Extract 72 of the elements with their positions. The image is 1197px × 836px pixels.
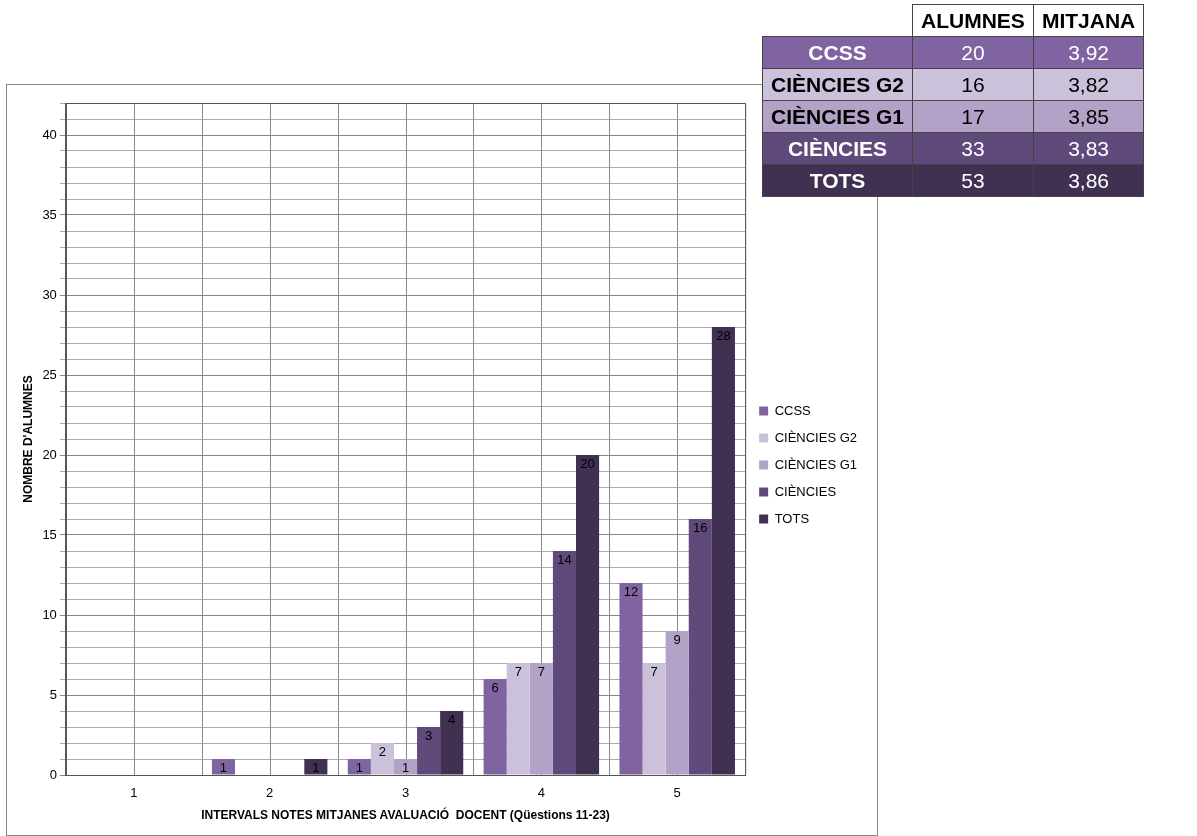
- x-tick-label: 1: [130, 785, 138, 801]
- bar: [440, 711, 464, 775]
- bar: [552, 551, 576, 775]
- x-axis-title: INTERVALS NOTES MITJANES AVALUACIÓ DOCENT (Qüestions 11-23): [201, 807, 610, 823]
- data-label: 1: [355, 760, 363, 776]
- data-label: 3,85: [1033, 100, 1144, 133]
- data-label: 12: [623, 584, 639, 600]
- bar: [642, 663, 666, 775]
- data-label: 1: [219, 760, 228, 776]
- legend-label: TOTS: [774, 510, 810, 526]
- y-tick-label: 30: [42, 286, 57, 302]
- bar: [304, 759, 328, 775]
- bar: [417, 727, 441, 775]
- y-tick-label: 15: [42, 526, 57, 542]
- data-label: 14: [557, 552, 572, 568]
- data-label: 20: [580, 456, 595, 472]
- legend-label: CIÈNCIES G1: [774, 456, 857, 472]
- legend-label: CCSS: [774, 402, 812, 418]
- x-tick-label: 3: [401, 785, 410, 801]
- category-label: TOTS: [762, 164, 913, 197]
- data-label: 3,86: [1033, 164, 1144, 197]
- bar: [529, 663, 553, 775]
- data-label: 3,92: [1033, 36, 1144, 69]
- data-label: 6: [491, 680, 499, 696]
- data-label: 1: [401, 760, 410, 776]
- category-label: CIÈNCIES: [762, 132, 913, 165]
- y-tick-label: 10: [42, 606, 57, 622]
- bar: [665, 631, 689, 775]
- x-tick-label: 2: [266, 785, 274, 801]
- bar: [619, 583, 643, 775]
- series-label: ALUMNES: [912, 4, 1034, 37]
- y-axis-title: NOMBRE D'ALUMNES: [20, 375, 35, 503]
- data-label: 17: [912, 100, 1034, 133]
- y-tick-label: 0: [49, 766, 57, 782]
- data-label: 2: [378, 744, 387, 760]
- category-label: CCSS: [762, 36, 913, 69]
- bar: [370, 743, 394, 775]
- data-label: 7: [537, 664, 545, 680]
- y-tick-label: 35: [42, 206, 57, 222]
- data-label: 16: [693, 520, 708, 536]
- data-label: 7: [514, 664, 522, 680]
- category-label: CIÈNCIES G1: [762, 100, 913, 133]
- y-tick-label: 25: [42, 366, 57, 382]
- bar: [211, 759, 235, 775]
- category-label: CIÈNCIES G2: [762, 68, 913, 101]
- x-tick-label: 5: [673, 785, 681, 801]
- y-tick-label: 5: [49, 686, 57, 702]
- legend-label: CIÈNCIES G2: [774, 429, 857, 445]
- data-label: 53: [912, 164, 1034, 197]
- y-tick-label: 40: [42, 126, 57, 142]
- data-label: 20: [912, 36, 1034, 69]
- bar: [711, 327, 735, 775]
- bar: [347, 759, 371, 775]
- legend-label: CIÈNCIES: [774, 483, 837, 499]
- data-label: 16: [912, 68, 1034, 101]
- data-label: 9: [673, 632, 681, 648]
- bar: [506, 663, 530, 775]
- data-label: 28: [716, 328, 731, 344]
- data-label: 33: [912, 132, 1034, 165]
- data-label: 3: [424, 728, 433, 744]
- data-label: 3,83: [1033, 132, 1144, 165]
- series-label: MITJANA: [1033, 4, 1144, 37]
- data-label: 7: [650, 664, 658, 680]
- y-tick-label: 20: [42, 446, 57, 462]
- data-label: 3,82: [1033, 68, 1144, 101]
- data-label: 4: [448, 712, 456, 728]
- x-tick-label: 4: [537, 785, 545, 801]
- bar: [393, 759, 418, 775]
- bar: [576, 455, 600, 775]
- bar: [483, 679, 507, 775]
- bar: [688, 519, 712, 775]
- data-label: 1: [312, 760, 320, 776]
